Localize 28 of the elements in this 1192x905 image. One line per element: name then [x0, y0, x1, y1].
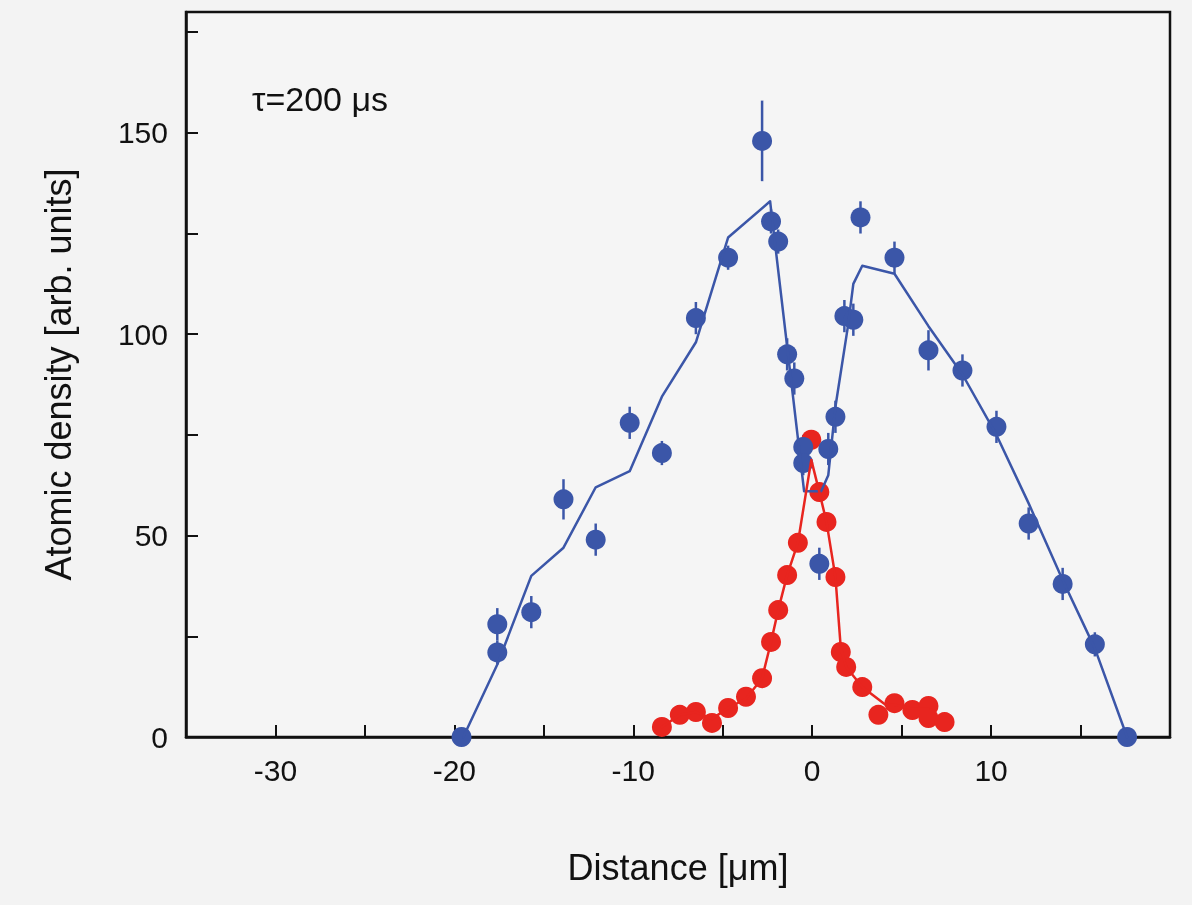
x-axis-title: Distance [μm]	[567, 846, 789, 888]
point	[487, 614, 508, 635]
x-tick-label: -30	[253, 753, 298, 787]
point	[934, 712, 955, 733]
y-tick-label: 150	[117, 116, 168, 150]
y-axis-title: Atomic density [arb. units]	[37, 168, 79, 581]
point	[809, 553, 830, 574]
x-tick-label: -20	[432, 753, 477, 787]
x-tick-label: -10	[611, 753, 655, 787]
point	[619, 412, 640, 433]
point	[651, 716, 672, 737]
point	[451, 727, 472, 747]
point	[651, 443, 672, 464]
x-tick-label: 10	[974, 753, 1008, 787]
point	[521, 602, 542, 623]
point	[553, 489, 574, 510]
point	[1117, 727, 1138, 747]
point	[850, 207, 871, 228]
point	[918, 340, 939, 361]
point	[752, 130, 773, 151]
point	[585, 529, 606, 550]
point	[868, 704, 889, 725]
x-tick-label: 0	[803, 753, 821, 787]
y-tick-label: 0	[151, 720, 168, 754]
annotation: τ=200 μs	[252, 80, 389, 118]
y-tick-label: 100	[117, 317, 168, 351]
y-tick-label: 50	[134, 519, 168, 553]
point	[884, 247, 905, 268]
